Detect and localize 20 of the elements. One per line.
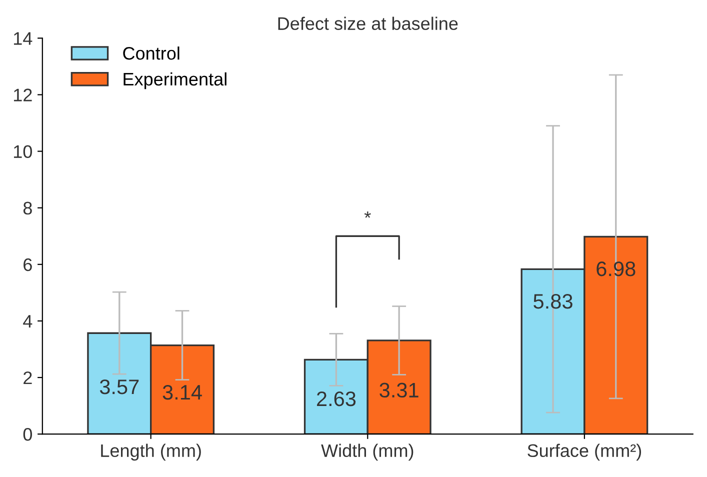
y-tick-label: 14 (14, 32, 32, 45)
y-tick-label: 2 (24, 371, 32, 384)
legend-label: Experimental (124, 72, 226, 90)
y-tick-label: 10 (14, 145, 32, 158)
data-label: 2.63 (316, 391, 356, 406)
data-label: 3.57 (100, 379, 139, 394)
x-tick-label: Surface (mm²) (528, 444, 642, 461)
x-tick-label: Length (mm) (101, 444, 201, 461)
y-tick-label: 4 (23, 315, 32, 328)
y-tick-label: 6 (24, 258, 32, 272)
y-tick-label: 8 (23, 202, 32, 215)
x-tick-label: Width (mm) (321, 444, 414, 461)
annotation: * (364, 211, 371, 218)
legend-label: Control (123, 46, 180, 60)
data-label: 3.31 (380, 382, 418, 398)
y-tick-label: 12 (14, 88, 32, 102)
data-label: 5.83 (534, 294, 572, 309)
data-label: 3.14 (162, 384, 202, 400)
y-tick-label: 0 (23, 428, 32, 441)
chart-title: Defect size at baseline (278, 16, 458, 30)
